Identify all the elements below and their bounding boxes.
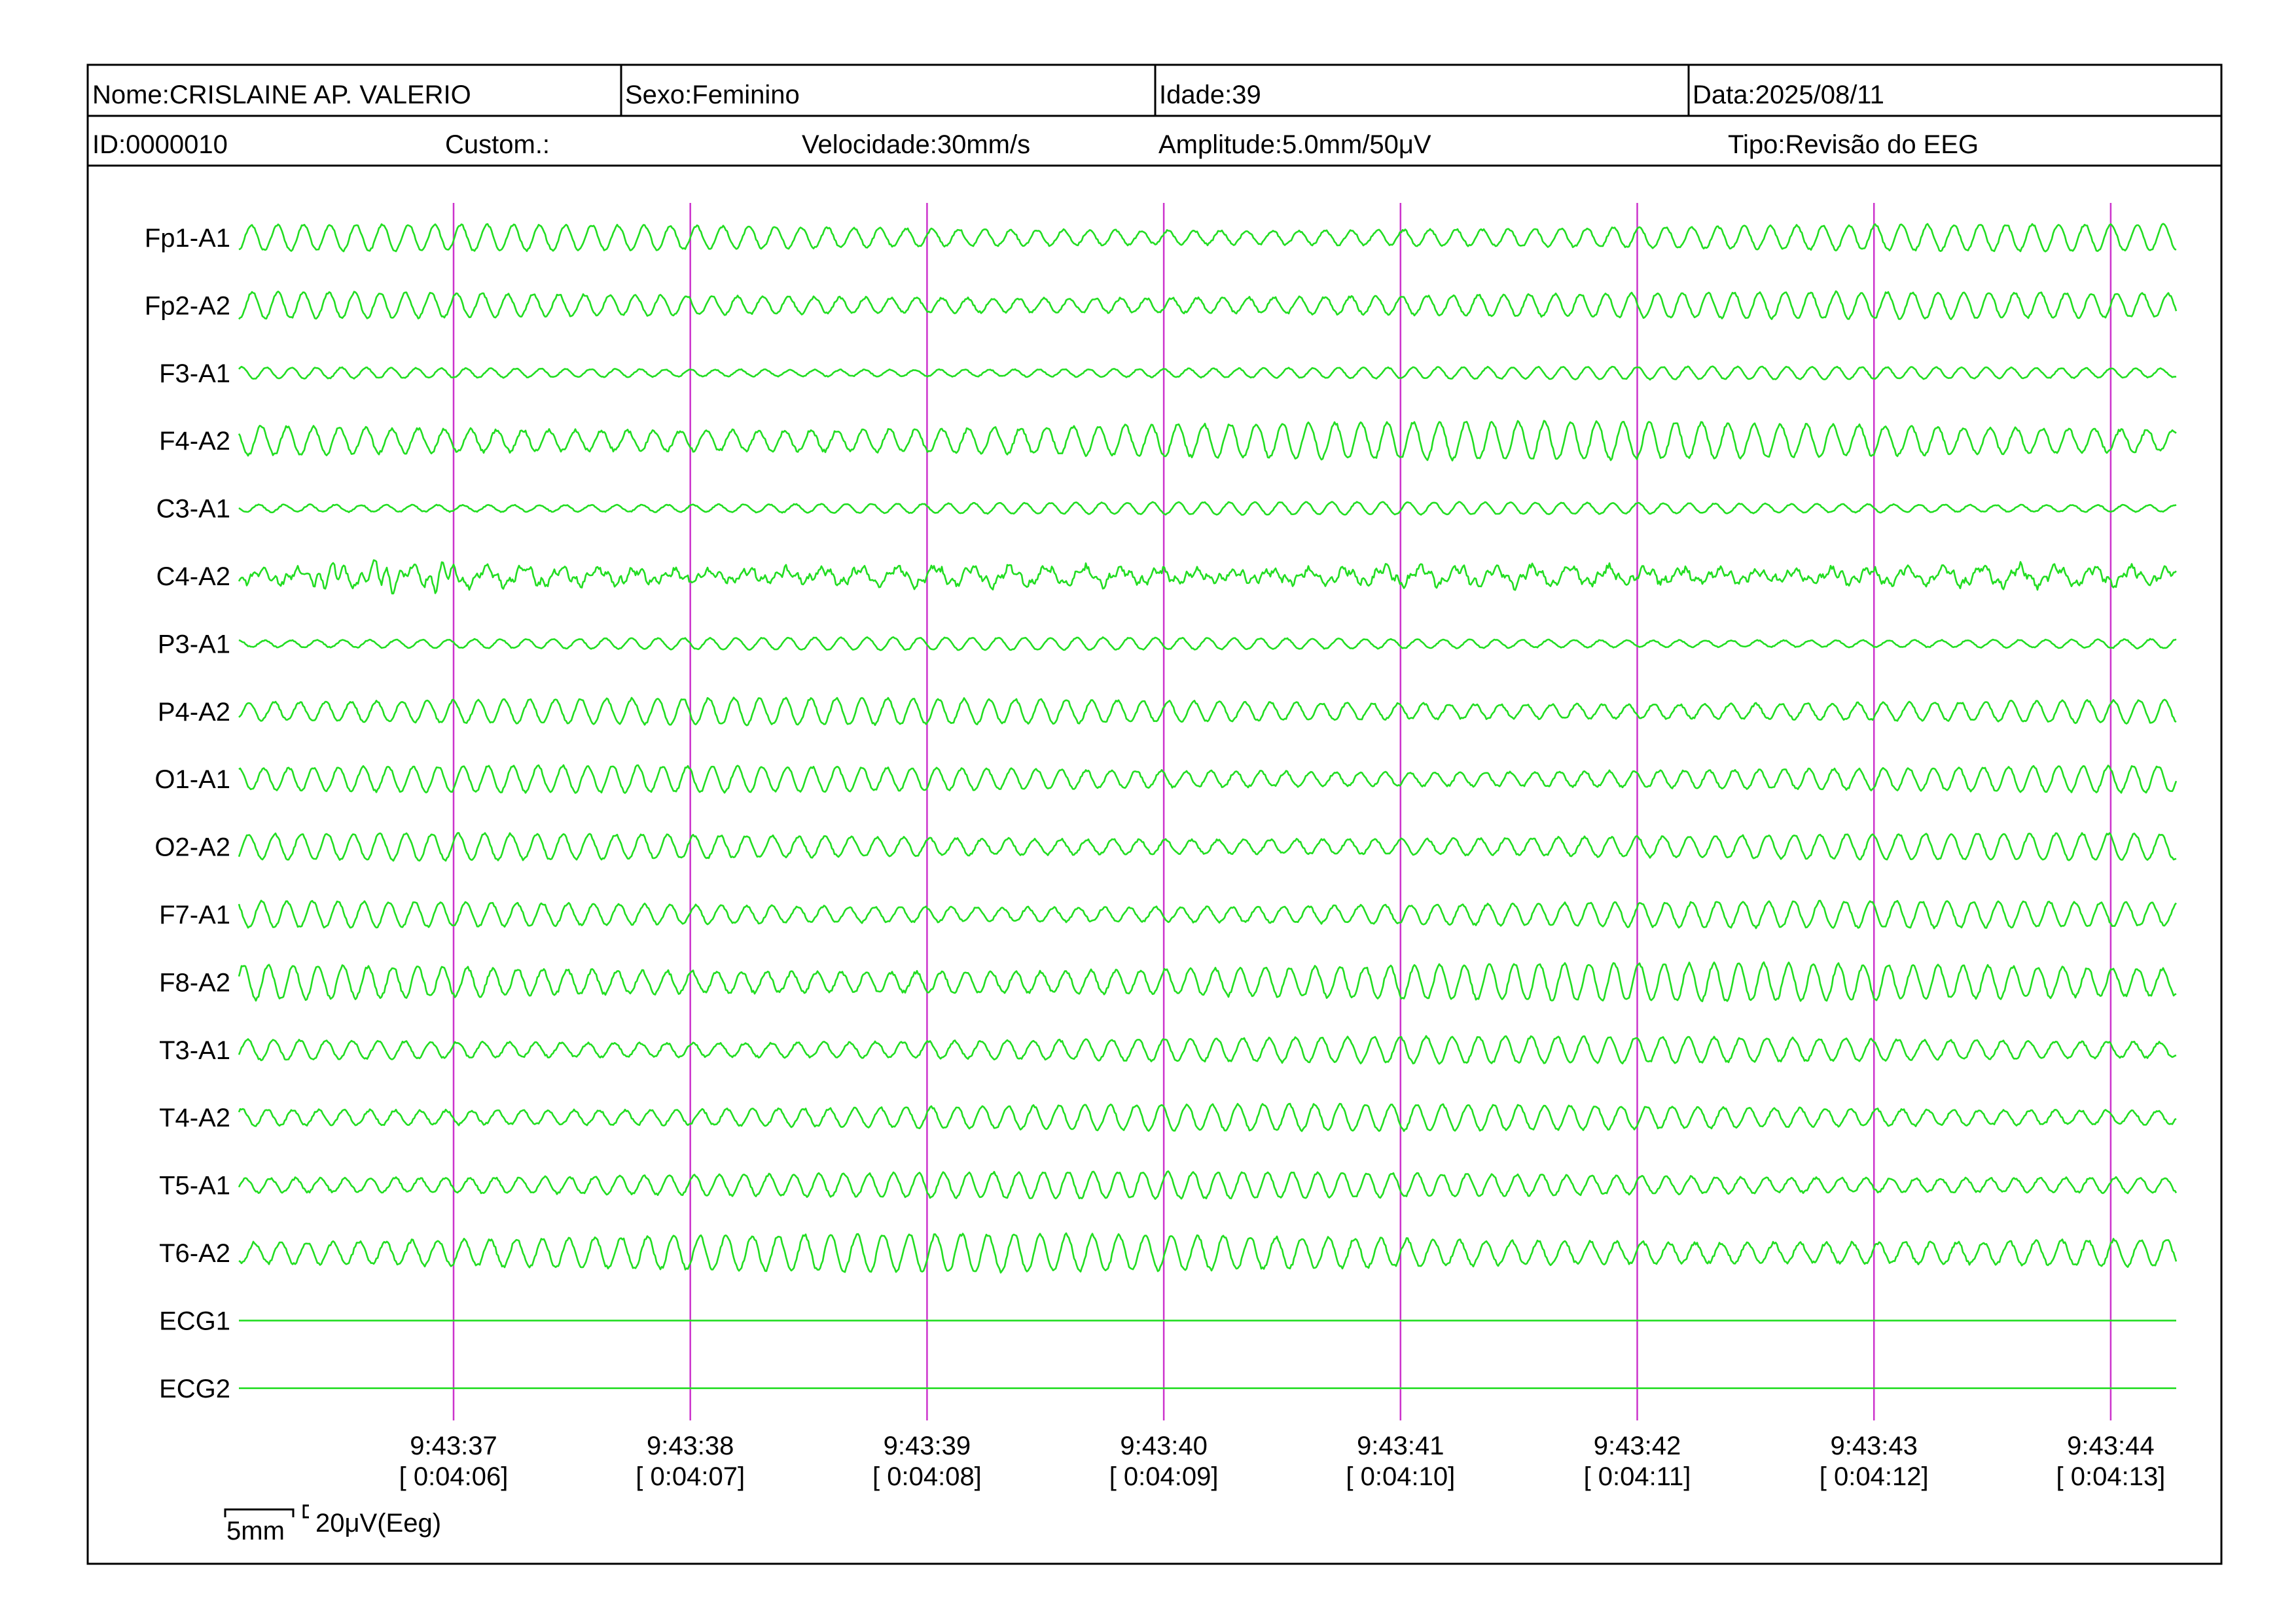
time-tick-clock: 9:43:41 <box>1357 1432 1444 1460</box>
channel-label: P4-A2 <box>158 698 230 727</box>
channel-trace <box>238 559 2177 595</box>
channel-label: Fp1-A1 <box>145 224 230 253</box>
channel-trace <box>238 1170 2178 1200</box>
eeg-traces <box>238 223 2178 1390</box>
voltage-scale-bracket <box>302 1504 309 1519</box>
channel-trace <box>238 420 2177 461</box>
channel-label: F4-A2 <box>159 427 230 456</box>
time-tick-labels: 9:43:37[ 0:04:06] 9:43:38[ 0:04:07] 9:43:3… <box>399 1432 2166 1491</box>
time-tick-clock: 9:43:42 <box>1594 1432 1681 1460</box>
channel-trace <box>238 223 2177 253</box>
patient-age: Idade:39 <box>1159 81 1261 109</box>
time-tick-clock: 9:43:39 <box>884 1432 971 1460</box>
channel-label: F3-A1 <box>159 359 230 388</box>
speed-setting: Velocidade:30mm/s <box>802 130 1030 159</box>
time-tick-clock: 9:43:43 <box>1830 1432 1917 1460</box>
time-tick-clock: 9:43:37 <box>410 1432 497 1460</box>
time-tick-elapsed: [ 0:04:07] <box>636 1462 745 1491</box>
channel-label: ECG2 <box>159 1375 230 1403</box>
time-tick-elapsed: [ 0:04:06] <box>399 1462 509 1491</box>
channel-trace <box>238 696 2177 727</box>
channel-trace <box>238 1232 2178 1274</box>
channel-labels: Fp1-A1 Fp2-A2 F3-A1 F4-A2 C3-A1 C4-A2 P3-A1 P4-… <box>145 224 230 1403</box>
exam-date: Data:2025/08/11 <box>1693 81 1884 109</box>
time-tick-clock: 9:43:38 <box>647 1432 734 1460</box>
channel-trace <box>238 899 2177 929</box>
time-tick-elapsed: [ 0:04:10] <box>1346 1462 1455 1491</box>
channel-label: C3-A1 <box>156 495 230 524</box>
amplitude-setting: Amplitude:5.0mm/50μV <box>1158 130 1431 159</box>
channel-trace <box>238 832 2177 862</box>
channel-label: T6-A2 <box>159 1239 230 1268</box>
channel-label: O1-A1 <box>154 765 230 794</box>
channel-trace <box>238 290 2178 320</box>
channel-trace <box>238 636 2177 651</box>
channel-trace <box>238 1035 2177 1065</box>
channel-trace <box>238 961 2177 1002</box>
record-type: Tipo:Revisão do EEG <box>1728 130 1979 159</box>
channel-label: T5-A1 <box>159 1172 230 1200</box>
time-tick-clock: 9:43:44 <box>2067 1432 2154 1460</box>
channel-label: F7-A1 <box>159 901 230 929</box>
time-tick-elapsed: [ 0:04:09] <box>1109 1462 1219 1491</box>
report-border <box>86 63 2223 1565</box>
time-tick-elapsed: [ 0:04:12] <box>1820 1462 1929 1491</box>
channel-trace <box>238 365 2177 381</box>
channel-label: T4-A2 <box>159 1104 230 1132</box>
patient-id: ID:0000010 <box>92 130 228 159</box>
channel-label: P3-A1 <box>158 630 230 659</box>
time-tick-elapsed: [ 0:04:13] <box>2056 1462 2166 1491</box>
patient-name: Nome:CRISLAINE AP. VALERIO <box>92 81 471 109</box>
channel-trace <box>238 764 2178 794</box>
time-scale-label: 5mm <box>226 1517 285 1545</box>
time-tick-elapsed: [ 0:04:08] <box>872 1462 982 1491</box>
channel-trace <box>238 501 2177 516</box>
channel-label: C4-A2 <box>156 562 230 591</box>
patient-sex: Sexo:Feminino <box>625 81 800 109</box>
custom-field: Custom.: <box>445 130 550 159</box>
channel-trace <box>238 1102 2177 1132</box>
channel-label: ECG1 <box>159 1307 230 1335</box>
time-scale-bracket <box>224 1508 295 1517</box>
channel-label: T3-A1 <box>159 1036 230 1065</box>
time-tick-elapsed: [ 0:04:11] <box>1584 1462 1691 1491</box>
voltage-scale-label: 20μV(Eeg) <box>315 1509 441 1538</box>
channel-label: Fp2-A2 <box>145 291 230 320</box>
channel-label: O2-A2 <box>154 833 230 862</box>
header-table: Nome:CRISLAINE AP. VALERIO Sexo:Feminino… <box>86 63 2223 1565</box>
channel-label: F8-A2 <box>159 968 230 997</box>
time-markers <box>452 203 2112 1420</box>
scale-bar: 5mm 20μV(Eeg) <box>224 1504 441 1545</box>
time-tick-clock: 9:43:40 <box>1120 1432 1207 1460</box>
